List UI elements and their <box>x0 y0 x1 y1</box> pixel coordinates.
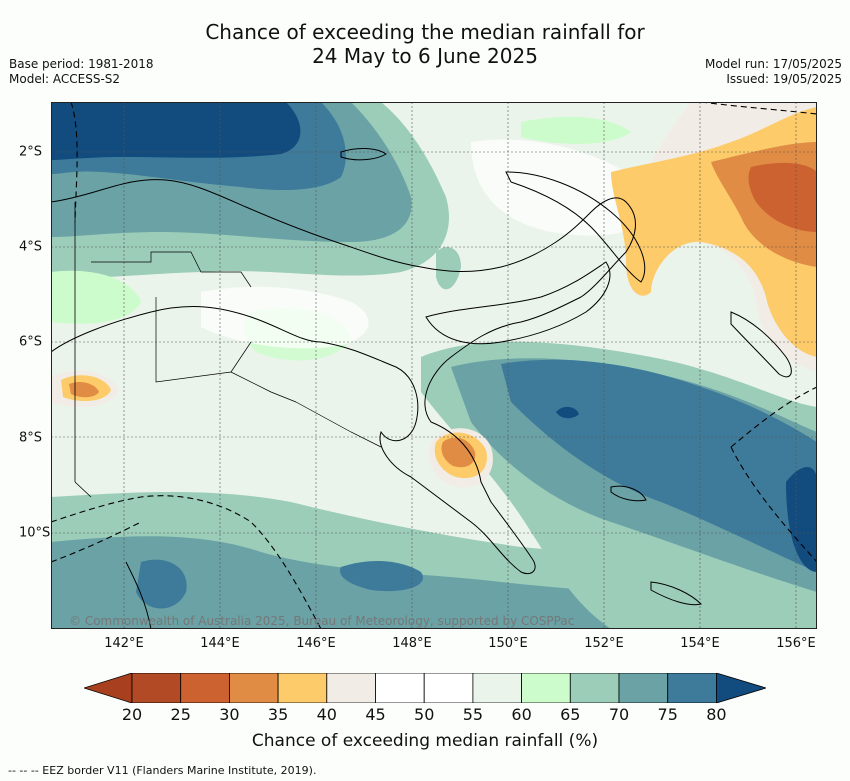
contour-60-65-west <box>51 270 141 324</box>
colorbar-extend-low <box>84 673 133 703</box>
new-guinea-coastline <box>51 179 636 575</box>
colorbar-segment <box>423 673 474 703</box>
map-title: Chance of exceeding the median rainfall … <box>0 20 850 68</box>
map-frame <box>51 102 817 629</box>
latitude-tick: 4°S <box>19 239 43 255</box>
colorbar-label: 30 <box>219 705 240 724</box>
eez-legend-note: -- -- -- EEZ border V11 (Flanders Marine… <box>8 764 317 777</box>
colorbar-segment <box>326 673 376 703</box>
colorbar-segment <box>667 673 717 703</box>
bougainville-coastline <box>730 311 792 378</box>
colorbar-segment <box>277 673 328 703</box>
island-southeast <box>610 485 647 502</box>
longitude-tick: 150°E <box>488 636 528 651</box>
contour-80-plus-blob <box>556 406 579 419</box>
rainfall-map <box>51 102 817 629</box>
title-line-2: 24 May to 6 June 2025 <box>312 44 538 68</box>
manus-coastline <box>340 148 387 161</box>
new-ireland-coastline <box>505 171 646 283</box>
colorbar-label: 45 <box>365 705 386 724</box>
colorbar-label: 35 <box>267 705 289 724</box>
colorbar-label: 80 <box>706 705 727 724</box>
contour-75-80-sw <box>136 559 187 609</box>
longitude-tick: 154°E <box>680 636 720 651</box>
province-borders <box>91 251 382 448</box>
colorbar-segment <box>180 673 230 703</box>
contour-30-35-south <box>441 437 476 468</box>
colorbar-label: 70 <box>608 705 630 724</box>
colorbar-segment <box>618 673 669 703</box>
model-run-text: Model run: 17/05/2025 <box>704 57 842 71</box>
colorbar-segment <box>228 673 279 703</box>
latitude-tick: 2°S <box>19 144 43 160</box>
island-louisiade <box>650 581 702 606</box>
issued-text: Issued: 19/05/2025 <box>726 72 842 86</box>
new-britain-coastline <box>425 261 611 345</box>
contour-80-plus-east <box>786 467 817 572</box>
eez-borders <box>51 102 817 629</box>
longitude-tick: 144°E <box>200 636 240 651</box>
contour-45-55-central <box>201 286 369 349</box>
base-period-info: Base period: 1981-2018 Model: ACCESS-S2 <box>9 57 154 87</box>
longitude-tick: 148°E <box>392 636 432 651</box>
contour-45-55-north <box>471 139 653 236</box>
title-line-1: Chance of exceeding the median rainfall … <box>205 20 645 44</box>
colorbar-segment <box>375 673 425 703</box>
longitude-tick: 142°E <box>104 636 144 651</box>
colorbar-label: 20 <box>121 705 143 724</box>
longitude-tick: 152°E <box>584 636 624 651</box>
base-period-text: Base period: 1981-2018 <box>9 57 154 71</box>
colorbar-label: 40 <box>316 705 337 724</box>
colorbar-segment <box>131 673 182 703</box>
colorbar-segment <box>472 673 522 703</box>
australia-coastline <box>125 561 152 629</box>
international-border <box>74 202 92 498</box>
contour-25-30-ne <box>748 162 817 232</box>
contour-75-80-south <box>340 560 423 592</box>
colorbar-label: 50 <box>414 705 435 724</box>
colorbar-label: 75 <box>657 705 678 724</box>
longitude-tick: 156°E <box>776 636 816 651</box>
colorbar-extend-high <box>716 673 766 703</box>
contour-30-35-west <box>69 381 99 398</box>
contour-60-65-ne <box>521 116 631 144</box>
colorbar-label: 65 <box>560 705 581 724</box>
colorbar-segment <box>521 673 571 703</box>
contour-75-80-east <box>501 359 817 572</box>
colorbar-label: 60 <box>511 705 532 724</box>
latitude-tick: 8°S <box>19 430 43 446</box>
copyright-text: © Commonwealth of Australia 2025, Bureau… <box>69 614 575 628</box>
latitude-tick: 6°S <box>19 334 43 350</box>
colorbar-label: 25 <box>170 705 191 724</box>
model-text: Model: ACCESS-S2 <box>9 72 121 86</box>
latitude-tick: 10°S <box>19 525 51 541</box>
colorbar-label: 55 <box>462 705 484 724</box>
model-run-info: Model run: 17/05/2025 Issued: 19/05/2025 <box>705 57 842 87</box>
longitude-tick: 146°E <box>296 636 336 651</box>
contour-65-70-small <box>436 247 461 290</box>
contour-80-plus-north <box>51 102 301 160</box>
colorbar <box>84 673 766 703</box>
colorbar-title: Chance of exceeding median rainfall (%) <box>251 731 599 751</box>
colorbar-segment <box>569 673 620 703</box>
